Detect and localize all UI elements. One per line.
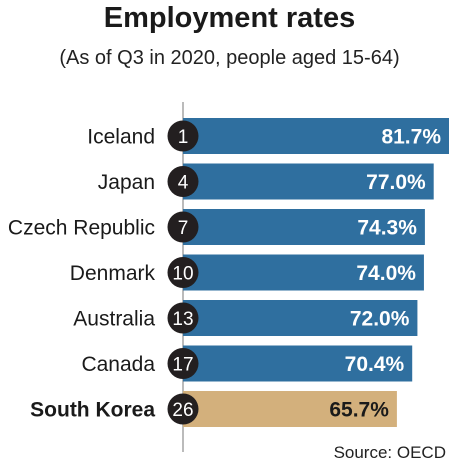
rank-badge-south-korea	[167, 393, 199, 425]
value-label-south-korea: 65.7%	[329, 399, 389, 422]
bar-japan	[183, 163, 434, 200]
rank-badge-japan	[167, 166, 199, 197]
category-label-iceland: Iceland	[87, 126, 155, 149]
category-label-denmark: Denmark	[70, 262, 156, 285]
category-label-japan: Japan	[98, 171, 155, 194]
rank-badge-czech-republic	[167, 211, 199, 243]
rank-label-australia: 13	[172, 309, 193, 330]
rank-label-japan: 4	[178, 173, 189, 194]
value-label-czech-republic: 74.3%	[357, 217, 417, 240]
value-label-iceland: 81.7%	[381, 126, 441, 149]
rank-label-south-korea: 26	[172, 400, 193, 421]
bar-iceland	[183, 118, 449, 154]
value-label-japan: 77.0%	[366, 171, 426, 194]
category-label-south-korea: South Korea	[30, 399, 155, 422]
rank-label-canada: 17	[172, 355, 193, 376]
value-label-australia: 72.0%	[350, 308, 410, 331]
bar-australia	[183, 300, 418, 336]
bar-czech-republic	[183, 209, 425, 245]
rank-label-denmark: 10	[172, 264, 193, 285]
bar-rows: 81.7% 1 Iceland 77.0% 4 Japan 74.3% 7 Czech Repu…	[8, 118, 449, 427]
bar-denmark	[183, 254, 424, 291]
rank-badge-denmark	[167, 257, 199, 288]
category-label-czech-republic: Czech Republic	[8, 217, 155, 240]
bar-canada	[183, 345, 413, 382]
bar-south-korea	[183, 391, 397, 427]
category-label-australia: Australia	[73, 308, 155, 331]
chart-subtitle: (As of Q3 in 2020, people aged 15-64)	[59, 47, 399, 69]
rank-badge-canada	[167, 348, 199, 379]
rank-badge-australia	[167, 302, 199, 334]
rank-label-iceland: 1	[178, 127, 189, 148]
source-note: Source: OECD	[334, 443, 446, 462]
chart-title: Employment rates	[104, 2, 355, 34]
rank-label-czech-republic: 7	[178, 218, 189, 239]
value-label-denmark: 74.0%	[356, 262, 416, 285]
value-label-canada: 70.4%	[345, 353, 405, 376]
category-label-canada: Canada	[81, 353, 155, 376]
rank-badge-iceland	[167, 120, 199, 152]
